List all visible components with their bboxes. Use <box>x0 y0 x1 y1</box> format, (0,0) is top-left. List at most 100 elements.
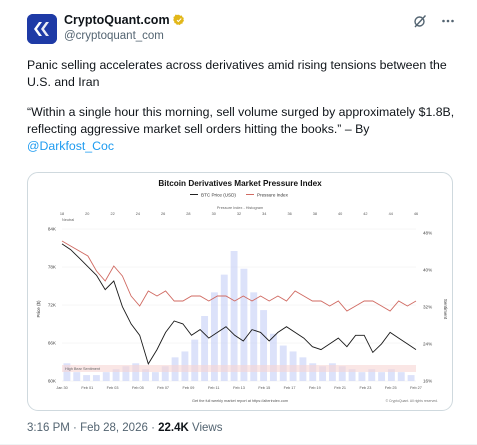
views-label: Views <box>192 422 223 434</box>
chart-title: Bitcoin Derivatives Market Pressure Inde… <box>158 179 322 188</box>
histogram-bar <box>260 310 268 381</box>
histogram-bar <box>191 339 199 381</box>
chart-copyright: © CryptoQuant. All rights reserved. <box>386 399 438 403</box>
mention-link[interactable]: @Darkfost_Coc <box>27 139 114 153</box>
author-name-row[interactable]: CryptoQuant.com <box>64 13 185 27</box>
bottom-tick-label: Feb 27 <box>410 386 422 390</box>
author-handle[interactable]: @cryptoquant_com <box>64 30 164 42</box>
bear-band-label: High Bear Sentiment <box>65 367 101 371</box>
bottom-tick-label: Feb 09 <box>183 386 195 390</box>
legend-pressure: Pressure Index <box>257 193 289 198</box>
top-tick-label: 34 <box>262 212 266 216</box>
histogram-bar <box>122 366 130 381</box>
right-tick-label: 48% <box>423 231 432 236</box>
left-tick-label: 78K <box>48 265 57 270</box>
histogram-bar <box>338 366 346 381</box>
histogram-bar <box>92 375 100 381</box>
bottom-tick-label: Feb 17 <box>284 386 296 390</box>
tweet-meta: 3:16 PM · Feb 28, 2026 · 22.4K Views <box>27 422 222 434</box>
bottom-tick-label: Feb 05 <box>132 386 144 390</box>
histogram-bar <box>269 333 277 381</box>
chart-legend: BTC Price (USD) Pressure Index <box>190 193 289 198</box>
left-tick-label: 66K <box>48 341 57 346</box>
histogram-bar <box>132 363 140 381</box>
top-tick-label: 24 <box>136 212 140 216</box>
histogram-bar <box>102 372 110 381</box>
bottom-tick-label: Feb 23 <box>360 386 372 390</box>
post-date[interactable]: Feb 28, 2026 <box>80 422 148 434</box>
histogram-bar <box>309 363 317 381</box>
histogram-bar <box>240 268 248 381</box>
left-tick-label: 72K <box>48 303 57 308</box>
histogram-bar <box>368 369 376 381</box>
meta-separator: · <box>73 422 77 434</box>
right-tick-label: 40% <box>423 268 432 273</box>
histogram-bar <box>201 316 209 381</box>
grok-icon[interactable] <box>413 14 427 28</box>
bottom-tick-label: Feb 19 <box>309 386 321 390</box>
histogram-bar <box>397 372 405 381</box>
histogram-bar <box>210 292 218 381</box>
tweet-text: Panic selling accelerates across derivat… <box>27 57 457 155</box>
bottom-tick-label: Feb 15 <box>258 386 270 390</box>
histogram-bar <box>112 369 120 381</box>
histogram-bar <box>358 372 366 381</box>
legend-price: BTC Price (USD) <box>201 193 236 198</box>
top-tick-label: 40 <box>338 212 342 216</box>
top-tick-label: 26 <box>161 212 165 216</box>
histogram-bar <box>378 372 386 381</box>
bottom-tick-label: Feb 11 <box>208 386 220 390</box>
histogram-bar <box>250 292 258 381</box>
verified-badge-icon <box>172 14 184 26</box>
bear-band <box>62 365 416 372</box>
top-tick-label: 32 <box>237 212 241 216</box>
left-tick-label: 84K <box>48 227 57 232</box>
histogram-bar <box>279 345 287 381</box>
meta-separator-2: · <box>151 422 155 434</box>
tweet-text-quote: “Within a single hour this morning, sell… <box>27 104 457 155</box>
cryptoquant-logo-icon[interactable] <box>27 14 57 44</box>
histogram-bar <box>319 366 327 381</box>
bottom-tick-label: Feb 21 <box>334 386 346 390</box>
views-count: 22.4K <box>158 422 189 434</box>
histogram-bar <box>83 375 91 381</box>
bottom-tick-label: Feb 13 <box>233 386 245 390</box>
pressure-index-chart: Bitcoin Derivatives Market Pressure Inde… <box>36 179 448 403</box>
histogram-bar <box>230 251 238 381</box>
right-tick-label: 32% <box>423 305 432 310</box>
histogram-bar <box>63 363 71 381</box>
chart-image[interactable]: Bitcoin Derivatives Market Pressure Inde… <box>27 172 453 411</box>
top-tick-label: 20 <box>85 212 89 216</box>
top-tick-label: 38 <box>313 212 317 216</box>
histogram-bar <box>387 369 395 381</box>
histogram-bar <box>151 372 159 381</box>
pressure-index-line <box>61 240 417 312</box>
histogram-label: Pressure Index - Histogram <box>217 206 263 210</box>
top-tick-label: 30 <box>212 212 216 216</box>
tweet-text-headline: Panic selling accelerates across derivat… <box>27 58 447 89</box>
top-tick-label: 18 <box>60 212 64 216</box>
histogram-bar <box>348 369 356 381</box>
top-tick-label: 28 <box>186 212 190 216</box>
histogram-bar <box>73 372 81 381</box>
chart-footer-text: Get the full weekly market report at htt… <box>192 399 288 403</box>
histogram-bar <box>161 366 169 381</box>
bottom-tick-label: Feb 03 <box>107 386 119 390</box>
bottom-tick-label: Feb 07 <box>157 386 169 390</box>
post-time[interactable]: 3:16 PM <box>27 422 70 434</box>
btc-price-line <box>61 243 417 365</box>
neutral-label: Neutral <box>62 218 74 222</box>
top-tick-label: 36 <box>287 212 291 216</box>
top-tick-label: 44 <box>389 212 393 216</box>
top-tick-label: 42 <box>363 212 367 216</box>
author-name[interactable]: CryptoQuant.com <box>64 13 170 27</box>
top-tick-label: 22 <box>110 212 114 216</box>
bottom-tick-label: Feb 25 <box>385 386 397 390</box>
left-tick-label: 60K <box>48 379 57 384</box>
more-icon[interactable] <box>441 14 455 28</box>
bottom-tick-label: Jan 30 <box>56 386 67 390</box>
histogram-bar <box>407 375 415 381</box>
quote-text: “Within a single hour this morning, sell… <box>27 105 455 136</box>
histogram-bar <box>142 369 150 381</box>
